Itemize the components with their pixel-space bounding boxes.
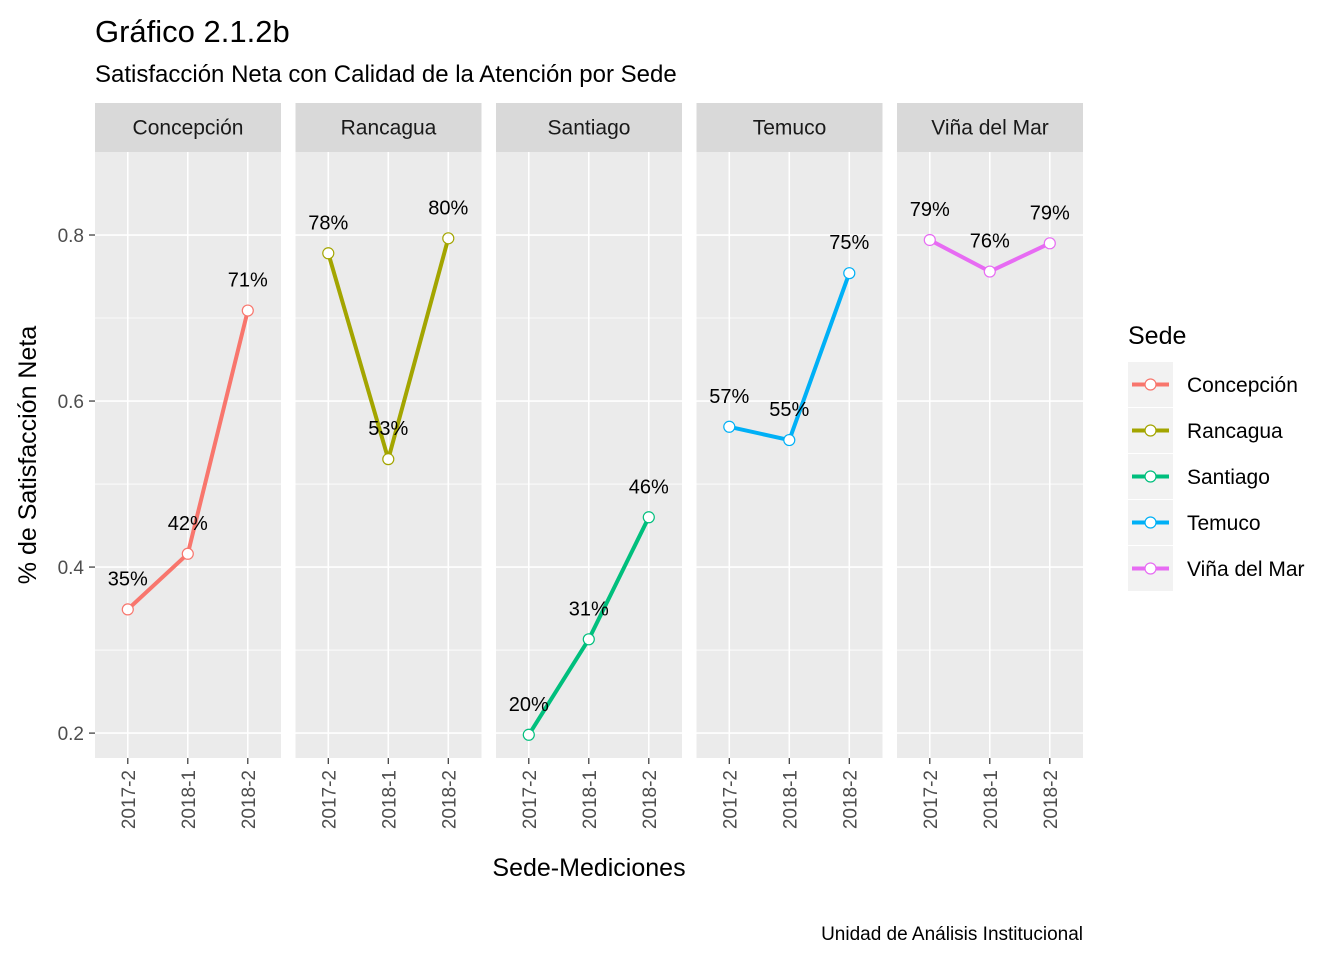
legend-item-santiago: Santiago (1128, 454, 1270, 499)
panel-vina-del-mar: Viña del Mar 79% 76% 79% 2017-2 2018-1 2018-2 (897, 103, 1083, 829)
y-axis-title: % de Satisfacción Neta (14, 326, 42, 585)
chart-subtitle: Satisfacción Neta con Calidad de la Aten… (95, 61, 677, 88)
legend-item-concepcion: Concepción (1128, 362, 1298, 407)
data-label: 35% (108, 568, 148, 590)
data-point (642, 511, 655, 524)
strip-vina-del-mar (897, 103, 1083, 152)
legend-label: Temuco (1187, 512, 1261, 535)
x-tick-label: 2017-2 (319, 770, 340, 829)
legend-key-point (1144, 470, 1157, 483)
data-label: 75% (829, 232, 869, 254)
x-tick-label: 2018-1 (379, 770, 400, 829)
x-tick-label: 2018-1 (580, 770, 601, 829)
x-tick-label: 2018-2 (840, 770, 861, 829)
x-tick-label: 2018-1 (780, 770, 801, 829)
y-tick-label: 0.6 (58, 392, 84, 413)
x-tick-label: 2018-2 (640, 770, 661, 829)
y-tick-label: 0.4 (58, 558, 85, 579)
data-point (843, 267, 856, 280)
y-tick-label: 0.8 (58, 226, 84, 247)
strip-label-rancagua: Rancagua (341, 117, 437, 140)
data-point (983, 265, 996, 278)
data-label: 78% (308, 212, 348, 234)
legend-label: Concepción (1187, 374, 1298, 397)
data-point (181, 547, 194, 560)
data-point (923, 233, 936, 247)
legend: Sede Concepción Rancagua Santiago Temuco Viñ… (1128, 322, 1305, 591)
data-label: 46% (629, 476, 669, 498)
legend-key-point (1144, 424, 1157, 437)
data-label: 57% (709, 386, 749, 408)
data-label: 42% (168, 513, 208, 535)
data-point (582, 633, 595, 646)
x-axis-title: Sede-Mediciones (492, 854, 685, 882)
legend-item-temuco: Temuco (1128, 500, 1261, 545)
legend-label: Rancagua (1187, 420, 1283, 443)
data-point (1043, 237, 1056, 250)
panel-santiago: Santiago 20% 31% 46% 2017-2 2018-1 2018-2 (496, 103, 682, 829)
data-label: 80% (428, 197, 468, 219)
legend-key-point (1144, 516, 1157, 529)
data-label: 79% (1030, 202, 1070, 224)
caption: Unidad de Análisis Institucional (821, 924, 1083, 945)
data-point (241, 304, 254, 317)
strip-label-santiago: Santiago (548, 117, 631, 140)
panel-rancagua: Rancagua 78% 53% 80% 2017-2 2018-1 2018-2 (295, 103, 482, 829)
x-tick-label: 2017-2 (921, 770, 942, 829)
data-point (723, 420, 736, 433)
data-point (442, 232, 455, 245)
data-point (522, 728, 535, 741)
data-point (382, 453, 395, 466)
strip-santiago (496, 103, 682, 152)
strip-concepcion (95, 103, 281, 152)
chart-title: Gráfico 2.1.2b (95, 14, 290, 49)
y-axis: 0.2 0.4 0.6 0.8 (58, 226, 95, 745)
strip-label-concepcion: Concepción (133, 117, 244, 140)
legend-item-rancagua: Rancagua (1128, 408, 1283, 453)
legend-label: Viña del Mar (1187, 558, 1305, 581)
data-label: 55% (769, 399, 809, 421)
data-label: 76% (970, 231, 1010, 253)
legend-key-point (1144, 562, 1157, 575)
legend-title: Sede (1128, 322, 1186, 350)
data-label: 31% (569, 598, 609, 620)
x-tick-label: 2018-1 (179, 770, 200, 829)
strip-temuco (696, 103, 883, 152)
x-tick-label: 2018-2 (1041, 770, 1062, 829)
data-point (783, 433, 796, 447)
data-point (121, 603, 134, 616)
x-tick-label: 2018-2 (239, 770, 260, 829)
y-tick-label: 0.2 (58, 724, 84, 745)
x-tick-label: 2017-2 (119, 770, 140, 829)
panel-concepcion: Concepción 35% 42% 71% 2017-2 2018-1 2018-2 (95, 103, 281, 829)
panel-temuco: Temuco 57% 55% 75% 2017-2 2018-1 2018-2 (696, 103, 883, 829)
legend-item-vina-del-mar: Viña del Mar (1128, 546, 1305, 591)
legend-key-point (1144, 378, 1157, 391)
data-label: 71% (228, 270, 268, 292)
x-tick-label: 2018-1 (981, 770, 1002, 829)
strip-label-temuco: Temuco (753, 117, 827, 140)
strip-rancagua (295, 103, 482, 152)
strip-label-vina-del-mar: Viña del Mar (931, 117, 1049, 140)
x-tick-label: 2017-2 (520, 770, 541, 829)
legend-label: Santiago (1187, 466, 1270, 489)
data-label: 79% (910, 199, 950, 221)
data-point (322, 247, 335, 260)
data-label: 20% (509, 694, 549, 716)
x-tick-label: 2018-2 (439, 770, 460, 829)
data-label: 53% (368, 418, 408, 440)
x-tick-label: 2017-2 (720, 770, 741, 829)
